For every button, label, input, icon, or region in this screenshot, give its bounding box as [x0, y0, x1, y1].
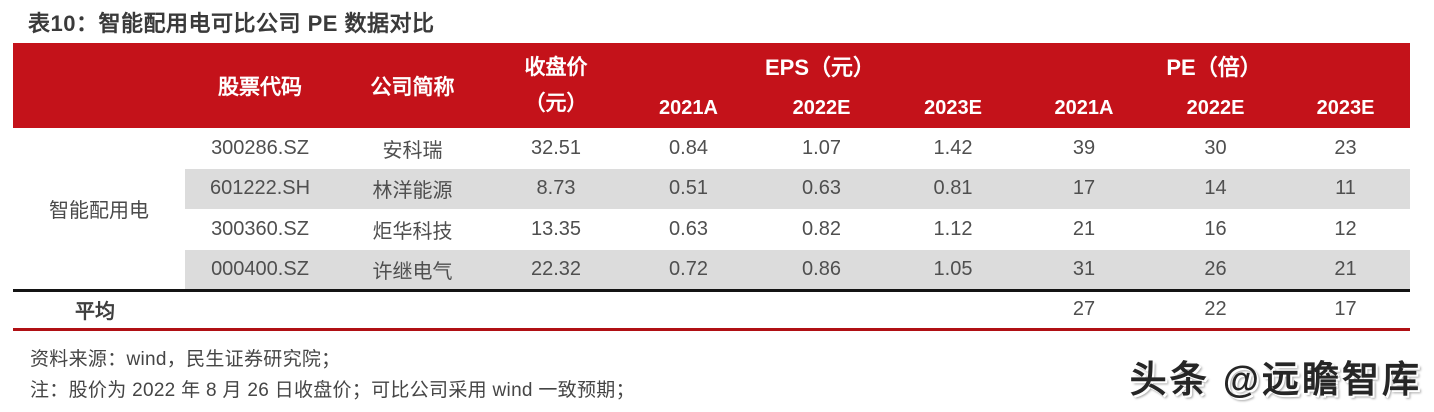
footnote: 注：股价为 2022 年 8 月 26 日收盘价；可比公司采用 wind 一致预…	[30, 380, 635, 401]
header-pe-2022e: 2022E	[1150, 88, 1282, 128]
header-closing-price-line2: （元）	[524, 91, 588, 115]
cell-name: 林洋能源	[335, 168, 490, 209]
header-company-name: 公司简称	[335, 43, 490, 128]
table-row: 300360.SZ 炬华科技 13.35 0.63 0.82 1.12 21 1…	[13, 209, 1410, 250]
cell-pe-2023e: 12	[1334, 217, 1357, 240]
average-row: 平均 27 22 17	[13, 288, 1411, 331]
average-label: 平均	[13, 288, 1019, 331]
table-row: 000400.SZ 许继电气 22.32 0.72 0.86 1.05 31 2…	[13, 249, 1411, 290]
cell-eps-2022e: 0.86	[755, 249, 888, 290]
cell-eps-2021a: 0.84	[669, 136, 708, 159]
page-title: 表10：智能配用电可比公司 PE 数据对比	[28, 11, 435, 36]
header-closing-price: 收盘价 （元）	[490, 43, 622, 128]
table-row: 智能配用电 300286.SZ 安科瑞 32.51 0.84 1.07 1.42…	[13, 128, 1410, 290]
cell-eps-2023e: 1.12	[933, 217, 973, 240]
pe-comparison-table: 股票代码 公司简称 收盘价 （元） EPS（元） PE（倍） 2021A 202…	[13, 43, 1411, 331]
cell-eps-2021a: 0.63	[669, 217, 708, 240]
cell-pe-2023e: 11	[1281, 168, 1411, 209]
cell-pe-2021a: 39	[1072, 136, 1096, 159]
cell-pe-2022e: 16	[1204, 217, 1227, 240]
cell-code: 300360.SZ	[211, 217, 309, 240]
header-pe-group: PE（倍）	[1018, 43, 1411, 88]
header-eps-2021a: 2021A	[622, 88, 755, 128]
header-stock-code: 股票代码	[185, 43, 335, 128]
cell-code: 000400.SZ	[185, 249, 335, 290]
cell-name: 炬华科技	[372, 220, 453, 243]
header-eps-2023e: 2023E	[888, 88, 1019, 128]
cell-eps-2022e: 0.63	[755, 168, 888, 209]
watermark: 头条 @远瞻智库	[1129, 359, 1422, 400]
cell-pe-2021a: 21	[1072, 217, 1096, 240]
cell-eps-2022e: 0.82	[802, 217, 841, 240]
cell-pe-2023e: 23	[1334, 136, 1357, 159]
cell-pe-2022e: 26	[1150, 249, 1282, 290]
cell-eps-2021a: 0.72	[622, 249, 755, 290]
pe-comparison-table-wrap: 股票代码 公司简称 收盘价 （元） EPS（元） PE（倍） 2021A 202…	[13, 43, 1411, 331]
cell-code: 300286.SZ	[211, 136, 309, 159]
cell-eps-2023e: 0.81	[888, 168, 1019, 209]
header-closing-price-line1: 收盘价	[524, 55, 588, 79]
average-pe-2021a: 27	[1018, 288, 1151, 331]
cell-price: 22.32	[490, 249, 622, 290]
cell-price: 8.73	[490, 168, 622, 209]
cell-pe-2023e: 21	[1281, 249, 1411, 290]
sector-group-label: 智能配用电	[13, 128, 185, 290]
corner-header-cell	[13, 43, 185, 128]
table-row: 601222.SH 林洋能源 8.73 0.51 0.63 0.81 17 14…	[13, 168, 1411, 209]
cell-pe-2021a: 17	[1018, 168, 1151, 209]
cell-pe-2022e: 14	[1150, 168, 1282, 209]
cell-pe-2022e: 30	[1204, 136, 1227, 159]
cell-price: 32.51	[530, 136, 582, 159]
header-pe-2023e: 2023E	[1281, 88, 1411, 128]
header-pe-2021a: 2021A	[1018, 88, 1151, 128]
cell-eps-2022e: 1.07	[802, 136, 841, 159]
cell-code: 601222.SH	[185, 168, 335, 209]
cell-price: 13.35	[530, 217, 582, 240]
cell-eps-2021a: 0.51	[622, 168, 755, 209]
cell-name: 许继电气	[335, 249, 490, 290]
header-eps-2022e: 2022E	[755, 88, 888, 128]
average-pe-2023e: 17	[1281, 288, 1411, 331]
cell-pe-2021a: 31	[1018, 249, 1151, 290]
average-pe-2022e: 22	[1150, 288, 1282, 331]
header-eps-group: EPS（元）	[622, 43, 1019, 88]
cell-eps-2023e: 1.42	[933, 136, 973, 159]
cell-eps-2023e: 1.05	[888, 249, 1019, 290]
cell-name: 安科瑞	[382, 139, 443, 162]
source-note: 资料来源：wind，民生证券研究院；	[30, 349, 341, 370]
